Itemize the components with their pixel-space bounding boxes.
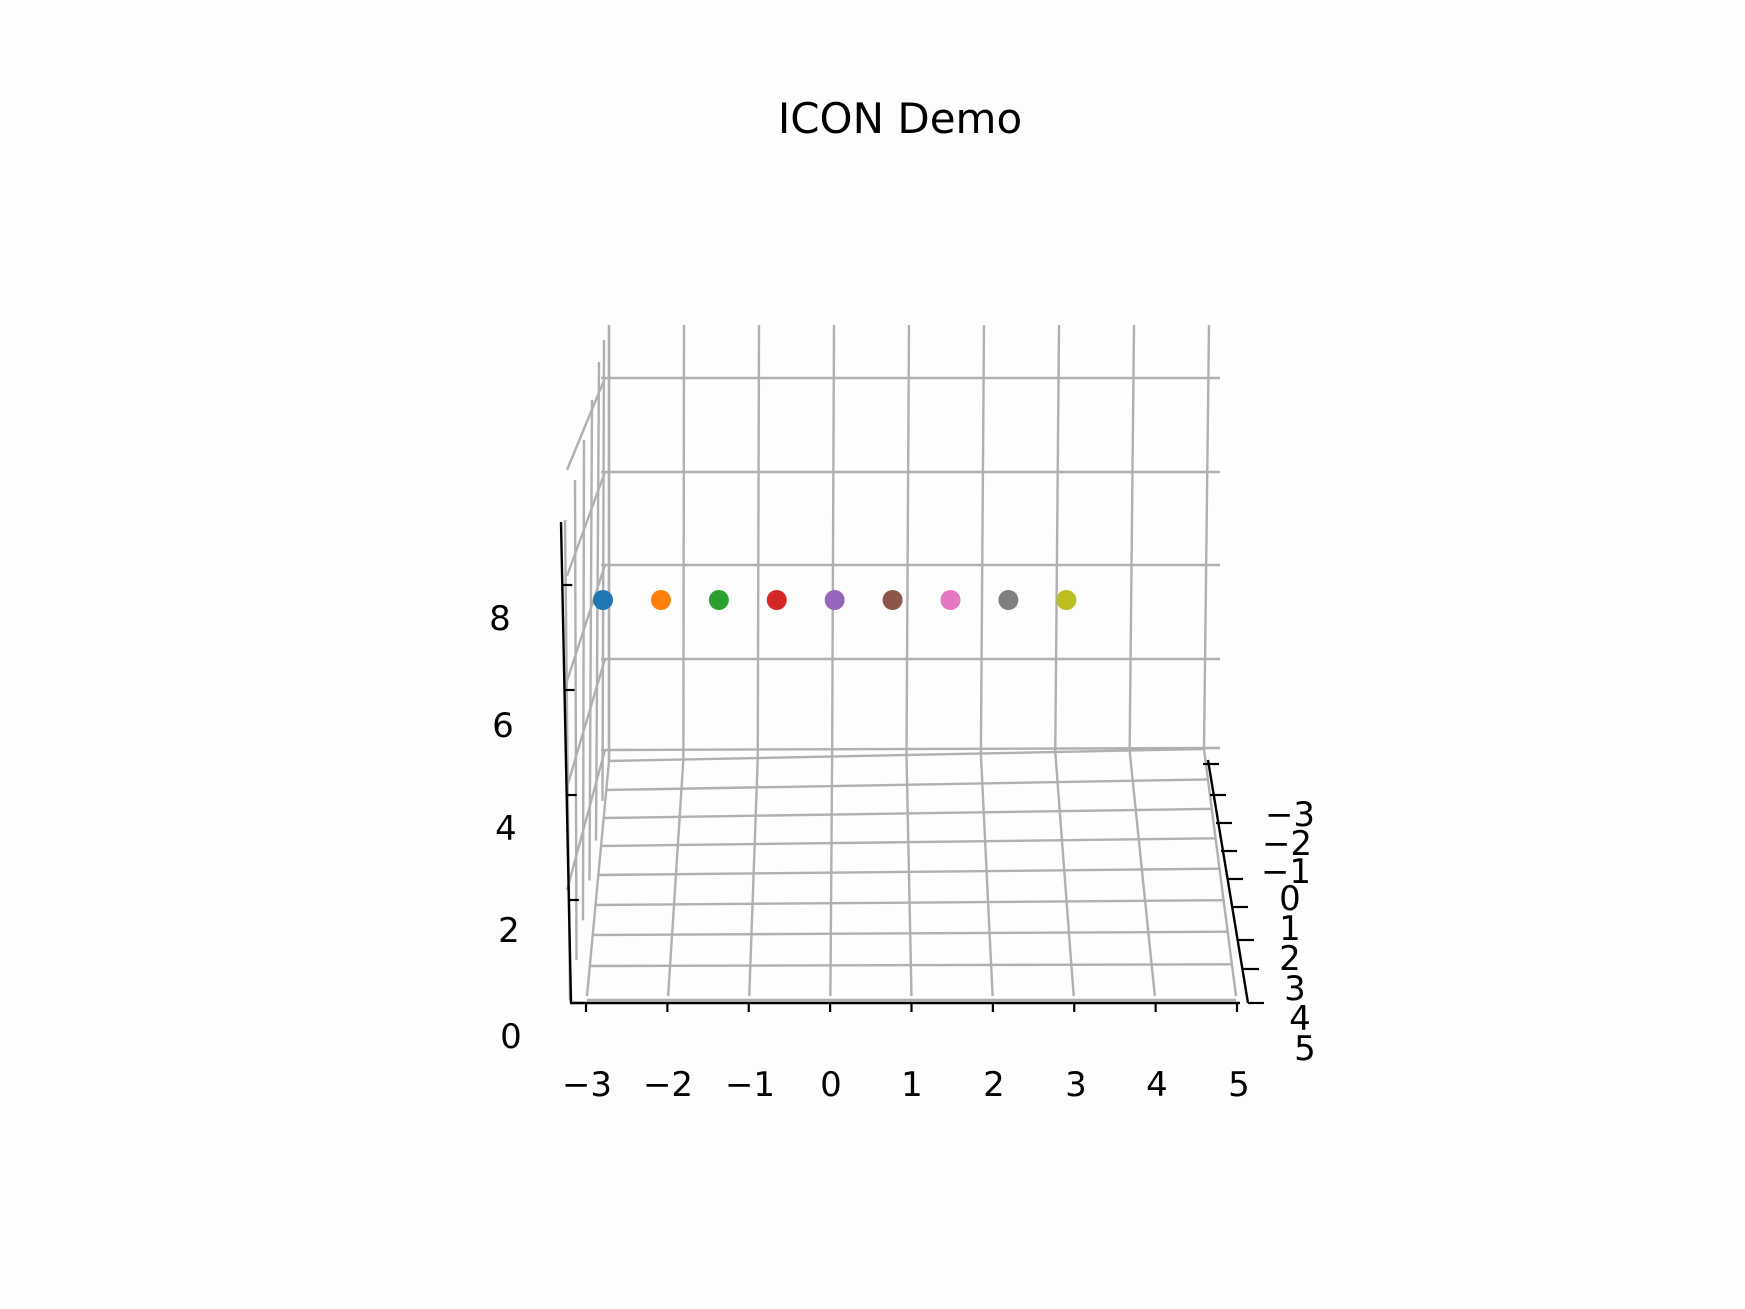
scatter-point xyxy=(650,590,671,610)
wall-grid-z xyxy=(600,746,1221,752)
side-grid-z xyxy=(565,377,607,471)
wall-grid-x xyxy=(682,324,686,760)
floor-grid-x xyxy=(748,757,759,997)
y-tick-label: −2 xyxy=(1262,824,1312,864)
side-grid-z xyxy=(565,749,607,891)
chart-title: ICON Demo xyxy=(778,94,1022,143)
scatter-point xyxy=(998,590,1019,610)
axes xyxy=(559,521,1264,1012)
wall-grid-x xyxy=(905,324,911,756)
y-tick-label: 0 xyxy=(1279,879,1301,919)
floor-grid-x xyxy=(585,760,611,997)
x-tick-label: −3 xyxy=(562,1065,612,1105)
scatter-point xyxy=(708,590,729,610)
wall-grid-x xyxy=(979,324,986,754)
z-tick-label: 6 xyxy=(492,706,514,746)
floor-grid-y xyxy=(595,899,1224,907)
y-tick-label: −1 xyxy=(1261,852,1311,892)
side-grid-z xyxy=(565,471,607,577)
scatter-point xyxy=(882,590,903,610)
x-tick-label: 2 xyxy=(983,1065,1005,1105)
side-grid-depth xyxy=(573,479,578,961)
floor-grid-y xyxy=(598,867,1220,877)
scatter-point xyxy=(940,590,961,610)
side-grid-z xyxy=(565,564,607,682)
side-grid-depth xyxy=(581,439,586,921)
floor-grid-x xyxy=(905,754,913,997)
x-tick-label: 1 xyxy=(901,1065,923,1105)
x-tick-label: 4 xyxy=(1146,1065,1168,1105)
floor-grid-y xyxy=(601,837,1216,848)
y-tick-label: 4 xyxy=(1289,999,1311,1039)
wall-grid-x xyxy=(1202,324,1211,750)
y-axis-line xyxy=(1206,759,1250,1004)
floor-grid-y xyxy=(606,778,1208,792)
y-tick-label: 5 xyxy=(1294,1029,1316,1069)
x-tick-label: −2 xyxy=(643,1065,693,1105)
floor-grid-x xyxy=(1128,750,1157,997)
x-tick-label: 5 xyxy=(1228,1065,1250,1105)
floor-grid-y xyxy=(592,930,1228,937)
floor-grid-y xyxy=(603,807,1212,820)
floor-grid-y xyxy=(590,963,1232,968)
z-tick-label: 8 xyxy=(489,599,511,639)
grid xyxy=(563,324,1238,1002)
y-tick-label: 2 xyxy=(1279,939,1301,979)
floor-grid-x xyxy=(666,759,685,997)
floor-grid-x xyxy=(829,756,834,997)
scatter-point xyxy=(766,590,787,610)
wall-grid-x xyxy=(1128,324,1136,751)
floor-grid-x xyxy=(1202,748,1238,997)
side-grid-depth xyxy=(588,399,594,881)
side-grid-z xyxy=(565,658,607,788)
x-tick-label: −1 xyxy=(725,1065,775,1105)
z-axis-line xyxy=(559,521,573,1004)
z-tick-label: 4 xyxy=(495,809,517,849)
scatter-point xyxy=(824,590,845,610)
floor-grid-x xyxy=(1054,751,1075,997)
wall-grid-x xyxy=(756,324,761,759)
y-tick-label: 1 xyxy=(1279,909,1301,949)
wall-grid-x xyxy=(1054,324,1061,753)
x-tick-label: 0 xyxy=(820,1065,842,1105)
scatter-point xyxy=(1056,590,1077,610)
wall-grid-x xyxy=(830,324,836,757)
z-tick-label: 2 xyxy=(498,911,520,951)
scatter-point xyxy=(593,590,613,610)
y-tick-label: −3 xyxy=(1265,795,1315,835)
floor-grid-x xyxy=(979,753,994,997)
x-tick-label: 3 xyxy=(1065,1065,1087,1105)
data-points xyxy=(593,590,1077,610)
z-tick-label: 0 xyxy=(500,1017,522,1057)
y-tick-label: 3 xyxy=(1284,969,1306,1009)
